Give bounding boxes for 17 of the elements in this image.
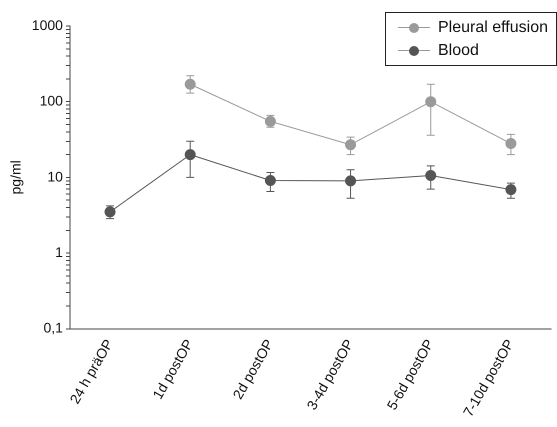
y-tick-label: 1 xyxy=(55,244,64,260)
point xyxy=(425,170,436,181)
y-axis-title: pg/ml xyxy=(7,160,24,195)
point xyxy=(505,184,516,196)
legend-label: Pleural effusion xyxy=(438,18,548,36)
point xyxy=(425,96,436,108)
point xyxy=(345,175,356,186)
y-tick-label: 0,1 xyxy=(43,320,64,336)
y-tick-label: 100 xyxy=(40,92,64,109)
point xyxy=(184,149,196,160)
legend-label: Blood xyxy=(438,42,479,60)
point xyxy=(184,78,196,90)
point xyxy=(345,139,356,150)
y-tick-label: 1000 xyxy=(32,16,64,33)
point xyxy=(264,174,276,186)
y-tick-label: 10 xyxy=(47,168,64,184)
point xyxy=(505,138,516,150)
